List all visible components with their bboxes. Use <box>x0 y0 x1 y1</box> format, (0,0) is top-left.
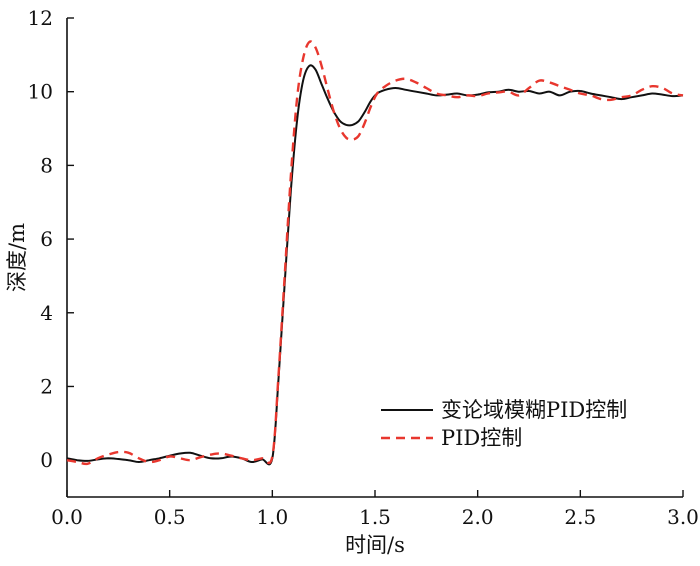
y-tick-label: 4 <box>40 301 53 325</box>
series-line-pid <box>66 40 684 466</box>
y-ticks: 0 2 4 6 8 10 12 <box>28 6 74 472</box>
x-tick-label: 2.5 <box>564 505 596 529</box>
x-tick-label: 0.5 <box>154 505 186 529</box>
x-tick-label: 3.0 <box>667 505 699 529</box>
y-tick-label: 0 <box>40 448 53 472</box>
y-tick-label: 12 <box>28 6 53 30</box>
series-layer <box>66 40 684 466</box>
y-axis-title: 深度/m <box>5 223 29 292</box>
y-tick-label: 2 <box>40 374 53 398</box>
x-tick-label: 1.5 <box>359 505 391 529</box>
legend-label: PID控制 <box>441 426 522 450</box>
y-tick-label: 10 <box>28 80 53 104</box>
legend: 变论域模糊PID控制 PID控制 <box>381 398 627 450</box>
legend-label: 变论域模糊PID控制 <box>441 398 627 422</box>
x-tick-label: 0.0 <box>51 505 83 529</box>
plot-area <box>66 18 683 498</box>
x-ticks: 0.0 0.5 1.0 1.5 2.0 2.5 3.0 <box>51 490 699 529</box>
x-tick-label: 2.0 <box>462 505 494 529</box>
x-axis-title: 时间/s <box>345 533 405 557</box>
series-line-fuzzy-pid <box>66 64 684 466</box>
x-tick-label: 1.0 <box>256 505 288 529</box>
y-tick-label: 8 <box>40 153 53 177</box>
y-tick-label: 6 <box>40 227 53 251</box>
